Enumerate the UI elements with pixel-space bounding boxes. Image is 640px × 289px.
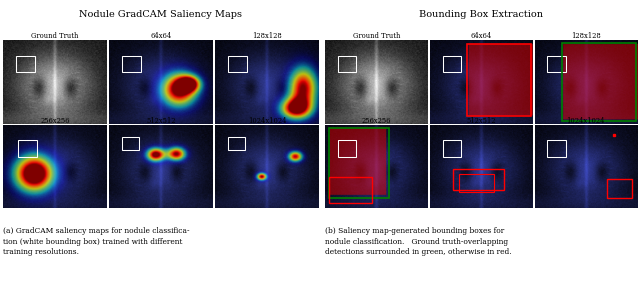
Bar [328, 177, 371, 203]
Bar [561, 43, 636, 121]
Bar [442, 140, 461, 157]
Text: Nodule GradCAM Saliency Maps: Nodule GradCAM Saliency Maps [79, 10, 243, 19]
Title: 64x64: 64x64 [150, 32, 172, 40]
Title: 1024x1024: 1024x1024 [248, 117, 286, 125]
Text: (a) GradCAM saliency maps for nodule classifica-
tion (white bounding box) train: (a) GradCAM saliency maps for nodule cla… [3, 227, 189, 256]
Text: (b) Saliency map-generated bounding boxes for
nodule classification.   Ground tr: (b) Saliency map-generated bounding boxe… [325, 227, 512, 256]
Bar [228, 137, 244, 150]
Title: Ground Truth: Ground Truth [31, 32, 79, 40]
Title: 512x512: 512x512 [466, 117, 496, 125]
Bar [122, 56, 141, 72]
Bar [607, 179, 632, 199]
Bar [442, 56, 461, 72]
Title: 128x128: 128x128 [252, 32, 282, 40]
Bar [122, 137, 139, 150]
Bar [18, 140, 36, 157]
Bar [547, 56, 566, 72]
Title: 64x64: 64x64 [470, 32, 492, 40]
Bar [547, 140, 566, 157]
Title: 512x512: 512x512 [146, 117, 176, 125]
Title: Ground Truth: Ground Truth [353, 32, 400, 40]
Title: 128x128: 128x128 [571, 32, 600, 40]
Bar [459, 173, 493, 192]
Bar [338, 140, 356, 157]
Bar [467, 44, 531, 116]
Title: 1024x1024: 1024x1024 [566, 117, 605, 125]
Bar [338, 56, 356, 72]
Bar [16, 56, 35, 72]
Title: 256x256: 256x256 [40, 117, 70, 125]
Title: 256x256: 256x256 [362, 117, 391, 125]
Bar [452, 168, 504, 190]
Text: Bounding Box Extraction: Bounding Box Extraction [419, 10, 543, 19]
Bar [328, 128, 389, 199]
Bar [228, 56, 246, 72]
